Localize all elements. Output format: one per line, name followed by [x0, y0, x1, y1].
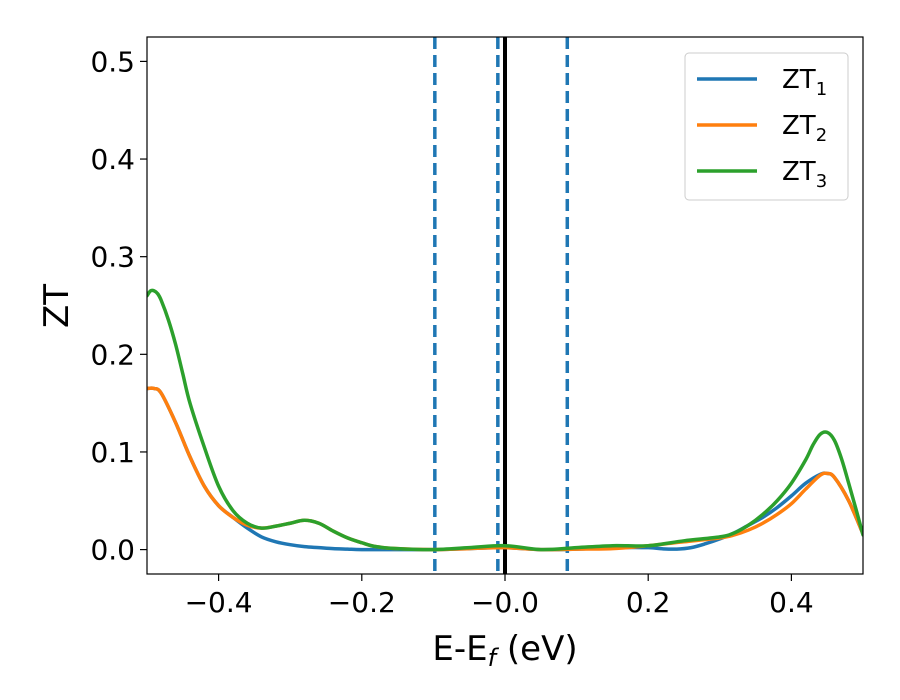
legend-box: [684, 52, 849, 201]
x-tick-label: 0.4: [769, 586, 814, 619]
y-axis-title: ZT: [37, 284, 77, 328]
series-lines: [147, 288, 863, 552]
x-tick-label: −0.2: [328, 586, 396, 619]
legend: ZT1 ZT2 ZT3: [684, 52, 849, 201]
x-tick-label: −0.4: [185, 586, 253, 619]
legend-label-zt2: ZT2: [782, 111, 827, 146]
x-axis-title-unit: (eV): [496, 629, 578, 669]
y-tick-label: 0.5: [90, 45, 135, 78]
y-tick-label: 0.1: [90, 436, 135, 469]
x-tick-label: 0.2: [626, 586, 671, 619]
legend-label-zt3: ZT3: [782, 157, 827, 192]
legend-items: ZT1 ZT2 ZT3: [697, 65, 827, 192]
legend-label-zt1: ZT1: [782, 65, 827, 100]
series-line-zt3: [147, 288, 863, 552]
x-axis-title-main: E-E: [432, 629, 487, 669]
y-tick-label: 0.3: [90, 241, 135, 274]
vertical-lines: [433, 37, 570, 574]
y-axis: 0.0 0.1 0.2 0.3 0.4 0.5: [90, 45, 147, 567]
y-tick-label: 0.4: [90, 143, 135, 176]
x-axis: −0.4 −0.2 −0.0 0.2 0.4: [185, 574, 814, 619]
y-tick-label: 0.2: [90, 338, 135, 371]
x-axis-title: E-Ef (eV): [432, 629, 577, 672]
y-tick-label: 0.0: [90, 534, 135, 567]
x-tick-label: −0.0: [471, 586, 539, 619]
